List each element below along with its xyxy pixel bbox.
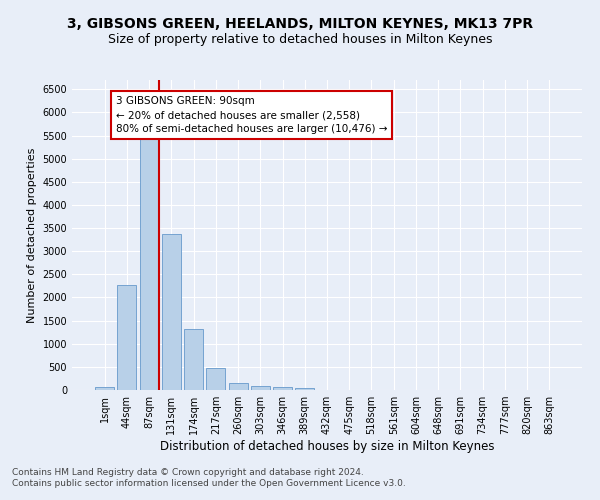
- X-axis label: Distribution of detached houses by size in Milton Keynes: Distribution of detached houses by size …: [160, 440, 494, 453]
- Bar: [140, 138, 158, 390]
- Bar: [251, 386, 270, 390]
- Text: 3 GIBSONS GREEN: 90sqm
← 20% of detached houses are smaller (2,558)
80% of semi-: 3 GIBSONS GREEN: 90sqm ← 20% of detached…: [116, 96, 387, 134]
- Text: Contains HM Land Registry data © Crown copyright and database right 2024.
Contai: Contains HM Land Registry data © Crown c…: [12, 468, 406, 487]
- Y-axis label: Number of detached properties: Number of detached properties: [27, 148, 37, 322]
- Text: 3, GIBSONS GREEN, HEELANDS, MILTON KEYNES, MK13 7PR: 3, GIBSONS GREEN, HEELANDS, MILTON KEYNE…: [67, 18, 533, 32]
- Bar: [95, 387, 114, 390]
- Bar: [229, 382, 248, 390]
- Text: Size of property relative to detached houses in Milton Keynes: Size of property relative to detached ho…: [108, 32, 492, 46]
- Bar: [206, 368, 225, 390]
- Bar: [295, 388, 314, 390]
- Bar: [118, 284, 136, 390]
- Bar: [162, 234, 181, 390]
- Bar: [184, 330, 203, 390]
- Bar: [273, 387, 292, 390]
